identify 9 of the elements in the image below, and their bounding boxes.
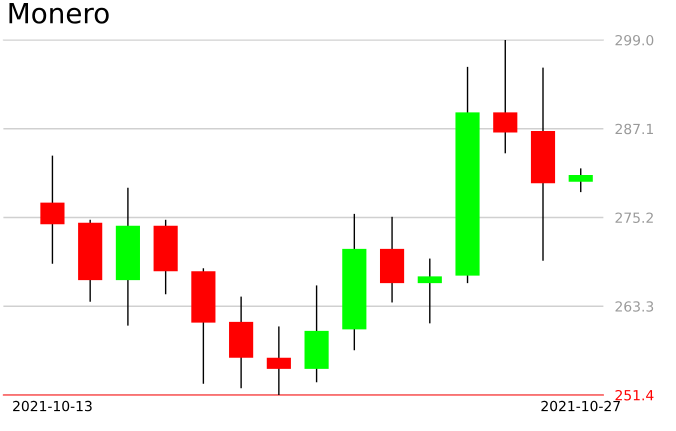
y-tick-label: 275.2 [616, 212, 653, 223]
y-tick-label: 287.1 [616, 124, 653, 134]
chart-title: Monero [9, 3, 109, 24]
y-tick-label: 251.4 [616, 390, 654, 400]
y-tick-label: 263.3 [616, 301, 654, 312]
y-tick-label: 299.0 [616, 34, 654, 46]
x-tick-label: 2021-10-13 [13, 400, 92, 412]
x-tick-label: 2021-10-27 [541, 400, 620, 412]
candlestick [418, 258, 442, 324]
